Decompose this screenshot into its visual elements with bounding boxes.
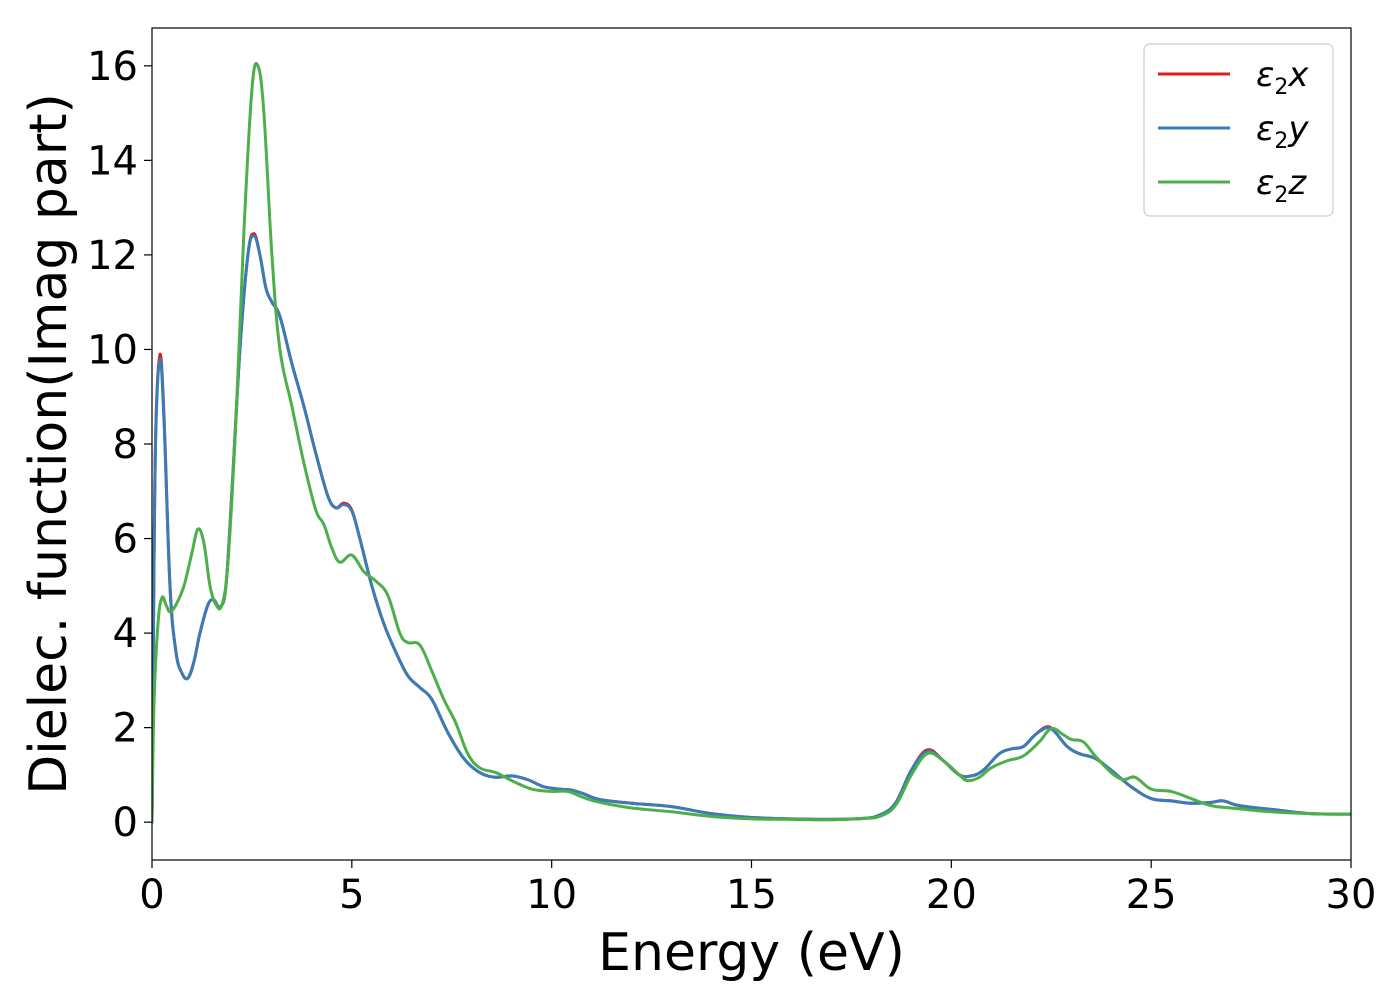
y-tick-label: 16	[87, 44, 138, 90]
y-tick-label: 12	[87, 233, 138, 279]
y-tick-label: 6	[113, 517, 138, 563]
x-tick-label: 20	[926, 872, 977, 918]
axis-ticks: 0 5 10 15 20 25 30 0 2 4 6 8 10 12 14 16	[87, 44, 1376, 918]
series-line-y	[152, 234, 1351, 824]
x-axis-label: Energy (eV)	[598, 923, 905, 983]
x-tick-label: 25	[1126, 872, 1177, 918]
legend-label-y: ε2y	[1256, 109, 1309, 154]
series-line-z	[152, 62, 1351, 824]
x-tick-label: 30	[1326, 872, 1377, 918]
x-tick-label: 10	[526, 872, 577, 918]
legend-box	[1143, 43, 1334, 217]
x-tick-label: 5	[339, 872, 364, 918]
legend: ε2x ε2y ε2z	[1143, 43, 1334, 217]
series-line-x	[152, 232, 1351, 824]
y-tick-label: 0	[113, 800, 138, 846]
legend-label-x: ε2x	[1256, 55, 1309, 100]
x-tick-label: 15	[726, 872, 777, 918]
y-axis-label: Dielec. function(Imag part)	[19, 93, 79, 795]
y-tick-label: 4	[113, 611, 138, 657]
plot-lines	[152, 62, 1351, 824]
y-tick-label: 14	[87, 138, 138, 184]
x-tick-label: 0	[139, 872, 164, 918]
y-tick-label: 2	[113, 706, 138, 752]
legend-label-z: ε2z	[1256, 163, 1307, 208]
y-tick-label: 10	[87, 327, 138, 373]
y-tick-label: 8	[113, 422, 138, 468]
